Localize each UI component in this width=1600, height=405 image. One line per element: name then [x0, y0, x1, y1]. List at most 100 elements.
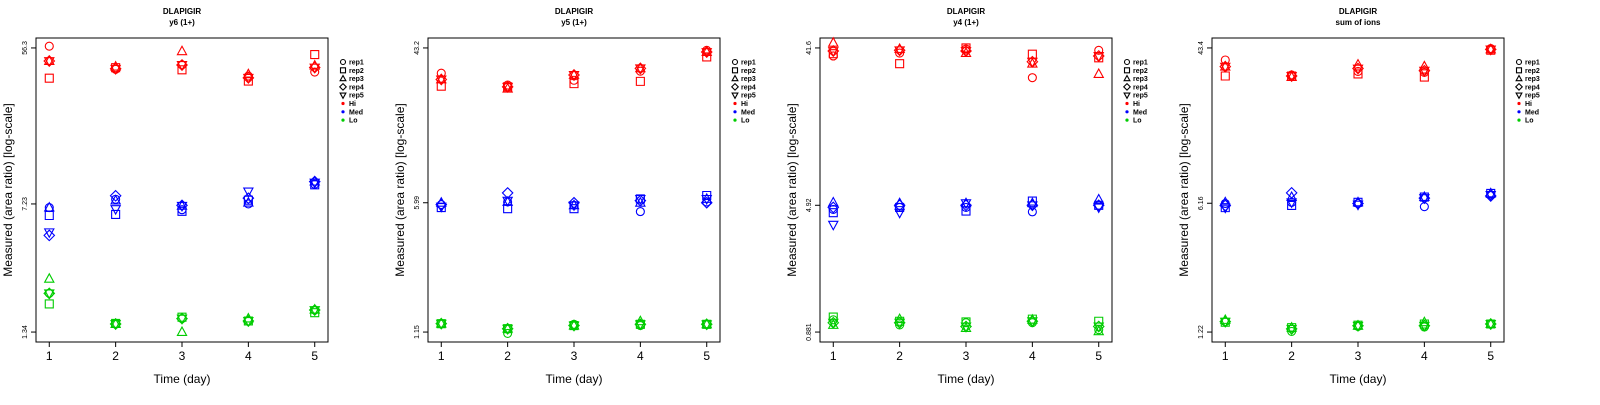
data-point [894, 318, 906, 329]
legend-swatch [1515, 67, 1523, 74]
plot-frame [427, 37, 721, 343]
legend-label: rep2 [349, 68, 364, 75]
legend-label: Lo [349, 118, 358, 125]
legend-label: rep5 [349, 93, 364, 100]
data-point [242, 317, 254, 328]
data-point [177, 60, 187, 70]
data-point [1485, 45, 1497, 56]
plot-frame [1211, 37, 1505, 343]
data-point [1093, 52, 1105, 63]
data-point [242, 192, 255, 205]
data-point [501, 186, 514, 199]
data-point [1219, 196, 1231, 207]
legend-label: rep2 [1525, 68, 1540, 75]
data-point [634, 194, 647, 207]
data-point [701, 320, 713, 331]
data-point [435, 73, 447, 84]
data-point [1285, 186, 1298, 199]
legend-swatch [1515, 58, 1523, 66]
data-point [635, 207, 645, 217]
legend-label: Lo [1133, 118, 1142, 125]
data-point [569, 79, 579, 89]
data-point [176, 314, 188, 325]
legend-label: rep3 [1525, 76, 1540, 83]
data-point [827, 220, 839, 231]
chart-title: DLAPIGIR [1339, 7, 1377, 16]
legend-swatch [1125, 101, 1129, 106]
data-point [634, 62, 646, 73]
chart-subtitle: y6 (1+) [169, 18, 195, 27]
data-point [569, 204, 579, 214]
chart-title: DLAPIGIR [947, 7, 985, 16]
x-axis-label: Time (day) [154, 372, 211, 386]
legend-swatch [730, 82, 740, 91]
legend-label: rep3 [1133, 76, 1148, 83]
legend-swatch [1123, 92, 1131, 100]
legend-label: rep1 [349, 60, 364, 67]
data-point [176, 201, 188, 213]
data-point [1219, 203, 1231, 214]
legend-swatch [341, 118, 345, 122]
data-point [1093, 67, 1105, 78]
data-point [1093, 203, 1105, 214]
data-point [1485, 317, 1497, 328]
legend-label: Hi [349, 101, 356, 108]
data-point [568, 201, 580, 212]
legend-label: Lo [741, 118, 750, 125]
chart-panel: DLAPIGIR sum of ions 43.4 6.16 1.22 1 2 3 4 5 Time… [1177, 7, 1540, 386]
data-point [827, 47, 839, 58]
legend-label: rep4 [1133, 84, 1148, 91]
data-point [309, 63, 321, 74]
data-point [177, 312, 187, 322]
legend-swatch [339, 58, 347, 66]
data-point [960, 322, 972, 333]
data-point [1287, 200, 1297, 211]
chart-subtitle: y4 (1+) [953, 18, 979, 27]
x-tick-label: 4 [245, 349, 252, 363]
data-point [176, 325, 188, 337]
data-point [110, 194, 122, 205]
data-point [894, 42, 906, 53]
x-tick-label: 1 [46, 349, 53, 363]
data-point [435, 317, 447, 328]
legend-swatch [1515, 92, 1523, 100]
data-point [243, 76, 253, 86]
data-point [502, 196, 514, 207]
data-point [43, 54, 55, 65]
data-point [242, 196, 254, 207]
legend-label: Med [1525, 109, 1539, 116]
data-point [1485, 190, 1497, 202]
data-point [895, 48, 905, 58]
data-point [1352, 319, 1364, 330]
y-tick-label: 7.23 [22, 197, 29, 211]
data-point [177, 65, 187, 75]
y-tick-label: 56.3 [22, 41, 29, 55]
data-point [568, 71, 580, 82]
data-point [568, 321, 580, 332]
data-point [110, 205, 122, 216]
x-tick-label: 3 [963, 349, 970, 363]
data-point [43, 289, 55, 300]
data-point [827, 318, 839, 329]
data-point [111, 209, 121, 219]
x-tick-label: 2 [504, 349, 511, 363]
legend-swatch [339, 92, 347, 100]
data-point [960, 199, 972, 212]
data-point [309, 303, 321, 314]
legend-swatch [1517, 101, 1521, 106]
legend-label: Med [1133, 109, 1147, 116]
x-axis-label: Time (day) [546, 372, 603, 386]
data-point [502, 82, 514, 93]
data-point [503, 328, 513, 338]
data-point [309, 178, 321, 189]
data-point [1026, 57, 1038, 68]
legend-swatch [339, 67, 347, 74]
data-point [110, 64, 122, 75]
legend-swatch [731, 74, 739, 82]
legend-label: rep2 [1133, 68, 1148, 75]
data-point [43, 201, 55, 212]
chart-title: DLAPIGIR [555, 7, 593, 16]
data-point [1219, 317, 1231, 328]
